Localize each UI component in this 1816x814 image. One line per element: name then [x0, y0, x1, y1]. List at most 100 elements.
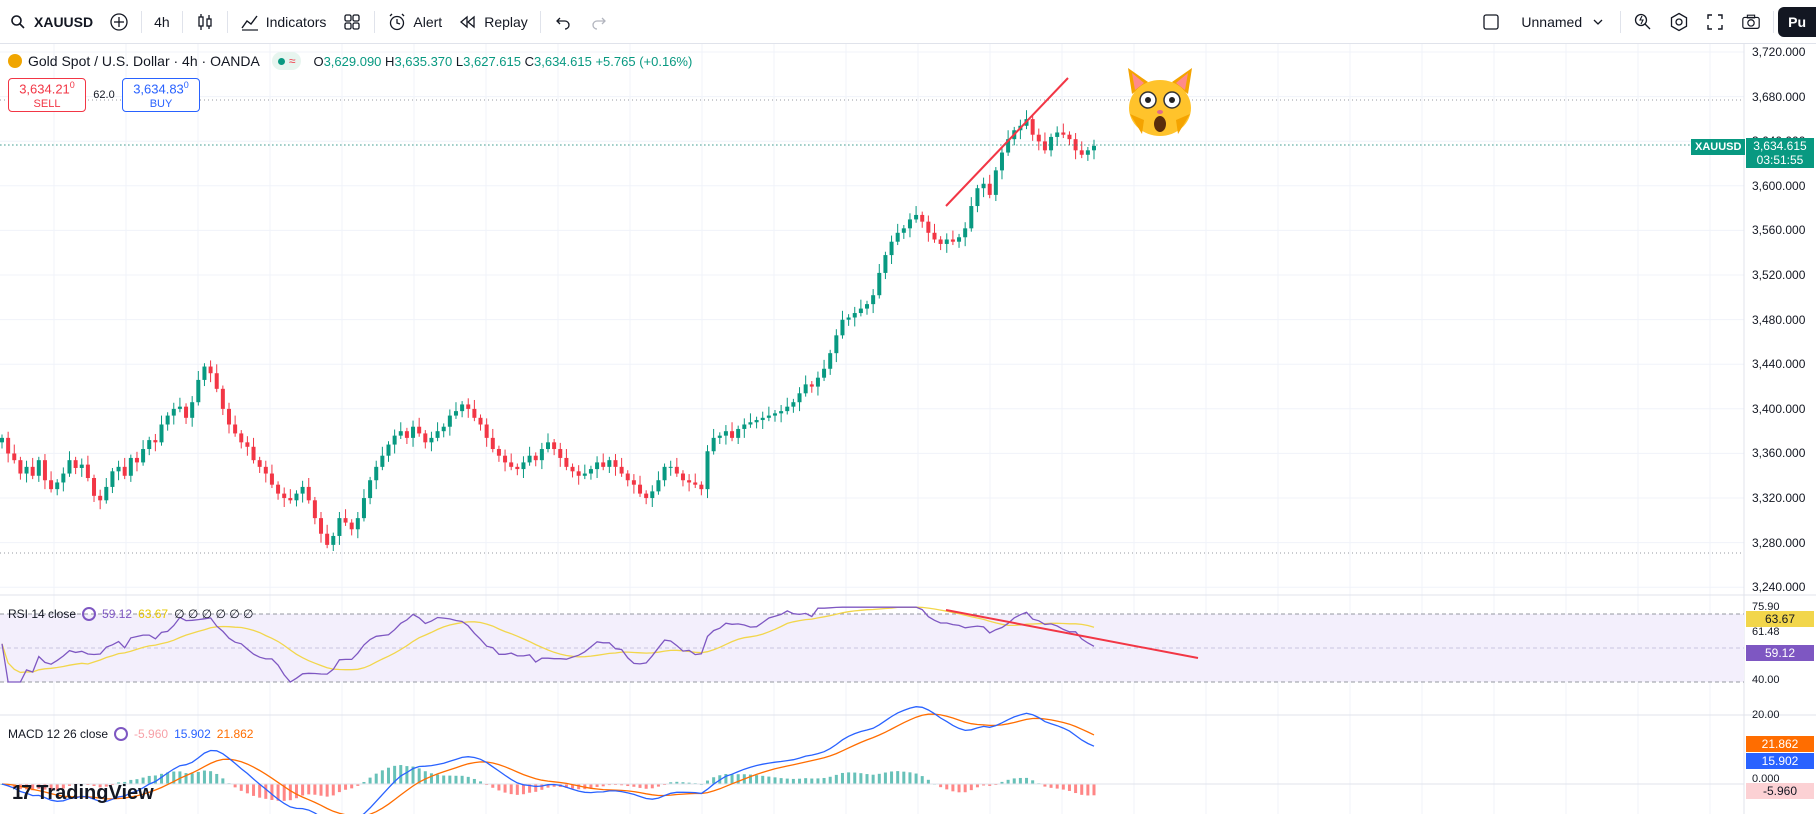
- candle-body: [1073, 139, 1078, 151]
- candle-body: [766, 415, 771, 418]
- chevron-down-icon: [1588, 12, 1608, 32]
- candle-body: [791, 402, 796, 407]
- candle-body: [503, 455, 508, 463]
- indicators-button[interactable]: Indicators: [232, 6, 335, 38]
- rsi-axis-tick: 20.00: [1752, 709, 1780, 721]
- candle-body: [871, 295, 876, 305]
- market-status[interactable]: ≈: [271, 52, 302, 70]
- macd-hist-bar: [1067, 784, 1071, 791]
- candle-body: [932, 232, 937, 240]
- chart-area[interactable]: [0, 44, 1816, 814]
- macd-hist-bar: [748, 774, 752, 784]
- candle-body: [153, 440, 158, 443]
- trade-buttons: 3,634.210 SELL 62.0 3,634.830 BUY: [8, 78, 200, 112]
- candle-body: [1055, 132, 1060, 137]
- candle-body: [546, 442, 550, 450]
- price-axis-tick: 3,560.000: [1752, 223, 1806, 238]
- toolbar-divider: [226, 10, 228, 33]
- publish-button[interactable]: Pu: [1778, 7, 1816, 37]
- candle-body: [901, 228, 906, 233]
- candle-body: [1049, 136, 1054, 151]
- macd-hist-bar: [160, 773, 164, 784]
- symbol-title[interactable]: Gold Spot / U.S. Dollar · 4h · OANDA: [28, 53, 260, 69]
- last-price-tag: 3,634.615 03:51:55: [1746, 138, 1814, 168]
- macd-hist-bar: [706, 780, 710, 784]
- low-value: 3,627.615: [463, 53, 521, 69]
- macd-hist-bar: [607, 784, 611, 786]
- snapshot-button[interactable]: [1733, 6, 1769, 38]
- macd-hist-bar: [1086, 784, 1090, 796]
- macd-hist-bar: [1074, 784, 1078, 794]
- macd-hist-bar: [448, 775, 452, 784]
- macd-hist-bar: [319, 784, 323, 796]
- macd-name[interactable]: MACD 12 26 close: [8, 727, 109, 741]
- macd-hist-bar: [528, 784, 532, 793]
- rsi-axis-tick: 40.00: [1752, 674, 1780, 686]
- macd-hist-bar: [1055, 784, 1059, 789]
- settings-button[interactable]: [1661, 6, 1697, 38]
- alert-button[interactable]: Alert: [379, 6, 450, 38]
- quick-search-button[interactable]: [1625, 6, 1661, 38]
- search-icon: [8, 12, 28, 32]
- macd-hist-bar: [755, 775, 759, 784]
- macd-hist-bar: [1061, 784, 1065, 790]
- macd-axis-zero: 0.000: [1752, 773, 1780, 785]
- redo-button[interactable]: [581, 6, 617, 38]
- candle-body: [110, 471, 115, 487]
- macd-signal-tag: 21.862: [1746, 736, 1814, 752]
- chart-canvas[interactable]: [0, 44, 1816, 814]
- macd-hist-bar: [871, 774, 875, 784]
- candle-body: [656, 480, 661, 492]
- candle-body: [263, 466, 268, 474]
- macd-hist-bar: [779, 778, 783, 784]
- sell-button[interactable]: 3,634.210 SELL: [8, 78, 86, 112]
- candle-body: [601, 462, 606, 467]
- interval-button[interactable]: 4h: [154, 13, 170, 30]
- macd-hist-bar: [730, 774, 734, 784]
- fullscreen-button[interactable]: [1697, 6, 1733, 38]
- symbol-search[interactable]: XAUUSD: [0, 6, 101, 38]
- toolbar-divider: [1620, 11, 1622, 33]
- macd-hist-bar: [534, 784, 538, 792]
- shocked-cat-emoji[interactable]: [1122, 64, 1198, 140]
- rsi-name[interactable]: RSI 14 close: [8, 607, 77, 621]
- candle-body: [251, 446, 256, 461]
- candle-body: [582, 473, 587, 476]
- candle-body: [907, 219, 912, 229]
- candle-body: [815, 377, 820, 387]
- undo-button[interactable]: [545, 6, 581, 38]
- macd-hist-bar: [620, 784, 624, 786]
- macd-hist-bar: [859, 773, 863, 784]
- macd-hist-bar: [828, 776, 832, 784]
- macd-hist-bar: [908, 772, 912, 784]
- macd-hist-bar: [767, 776, 771, 784]
- candle-body: [576, 471, 581, 476]
- macd-hist-bar: [939, 784, 943, 788]
- macd-legend: MACD 12 26 close -5.960 15.902 21.862: [8, 727, 253, 741]
- replay-button[interactable]: Replay: [450, 6, 536, 38]
- buy-button[interactable]: 3,634.830 BUY: [122, 78, 200, 112]
- macd-hist-bar: [810, 778, 814, 784]
- candle-body: [950, 239, 955, 242]
- macd-hist-bar: [681, 782, 685, 784]
- candle-body: [337, 518, 342, 536]
- layout-button[interactable]: Unnamed: [1473, 6, 1616, 38]
- templates-button[interactable]: [334, 6, 370, 38]
- buy-label: BUY: [149, 97, 173, 110]
- candle-body: [159, 424, 164, 443]
- macd-hist-bar: [454, 775, 458, 784]
- macd-settings-icon[interactable]: [114, 727, 129, 741]
- macd-hist-bar: [669, 782, 673, 784]
- rsi-settings-icon[interactable]: [82, 607, 97, 621]
- compare-button[interactable]: [101, 6, 137, 38]
- chart-type-button[interactable]: [187, 6, 223, 38]
- macd-hist-bar: [135, 779, 139, 784]
- candle-body: [92, 478, 97, 496]
- tradingview-brand[interactable]: 17 TradingView: [12, 782, 154, 805]
- candle-body: [760, 417, 765, 421]
- candle-body: [30, 466, 35, 476]
- candle-body: [319, 518, 324, 534]
- rewind-icon: [458, 12, 478, 32]
- symbol-name: XAUUSD: [34, 13, 94, 30]
- magnifier-lightning-icon: [1633, 12, 1653, 32]
